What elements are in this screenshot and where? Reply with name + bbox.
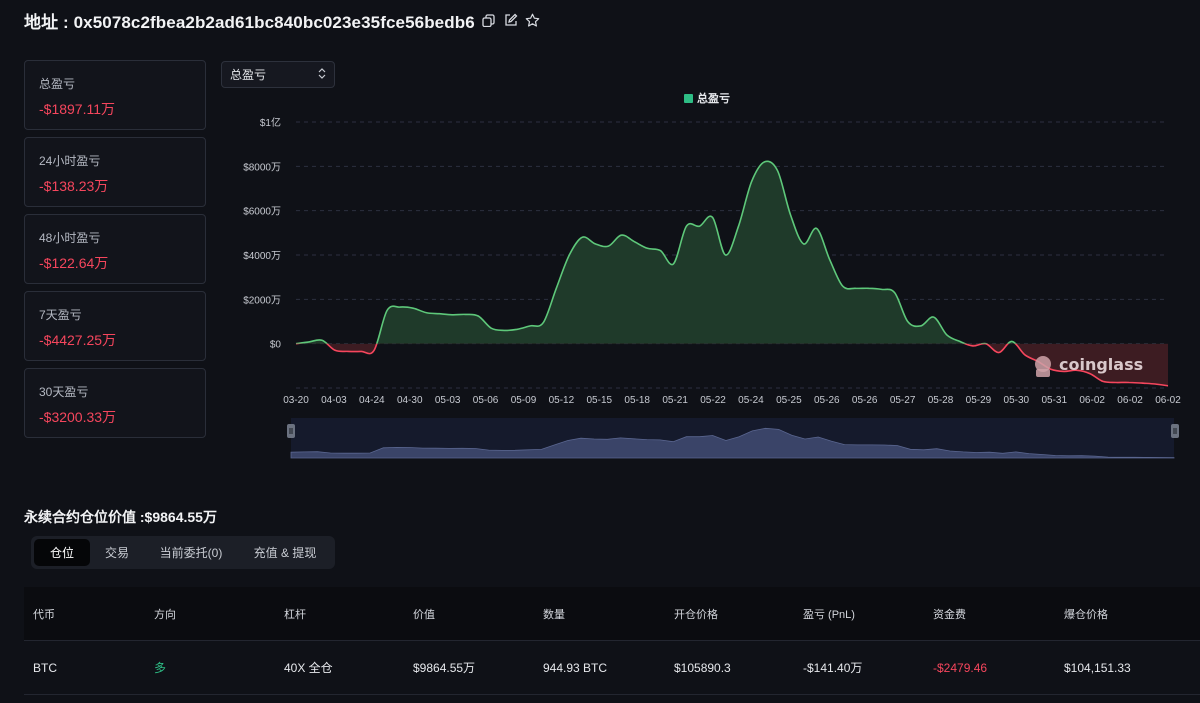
legend-swatch xyxy=(684,94,693,103)
y-tick-label: $8000万 xyxy=(243,162,281,173)
navigator-left-handle[interactable] xyxy=(287,424,295,438)
x-tick-label: 06-02 xyxy=(1079,395,1105,406)
chart-x-axis: 03-20 04-03 04-24 04-30 05-03 05-06 05-09 05-12… xyxy=(283,395,1181,406)
chart-legend: 总盈亏 xyxy=(684,91,730,105)
coinglass-watermark: coinglass xyxy=(1035,355,1143,377)
header-entry-price: 开仓价格 xyxy=(674,608,718,621)
header-value: 价值 xyxy=(413,608,435,621)
stat-value: -$1897.11万 xyxy=(39,101,116,117)
cell-pnl: -$141.40万 xyxy=(803,661,863,675)
chart-range-navigator[interactable] xyxy=(287,418,1179,459)
cell-liq-price: $104,151.33 xyxy=(1064,660,1131,675)
y-tick-label: $0 xyxy=(270,340,282,351)
position-tabs: 仓位 交易 当前委托(0) 充值 & 提现 xyxy=(31,536,335,569)
x-tick-label: 05-27 xyxy=(890,395,916,406)
x-tick-label: 05-29 xyxy=(966,395,992,406)
stat-card-30d: 30天盈亏 -$3200.33万 xyxy=(24,368,206,438)
stat-label: 总盈亏 xyxy=(39,77,76,91)
x-tick-label: 05-18 xyxy=(624,395,650,406)
stat-label: 30天盈亏 xyxy=(39,385,89,399)
stat-label: 7天盈亏 xyxy=(39,308,82,322)
header-quantity: 数量 xyxy=(543,608,565,621)
tab-deposit-withdraw[interactable]: 充值 & 提现 xyxy=(253,546,317,560)
header-liq-price: 爆仓价格 xyxy=(1064,608,1108,621)
x-tick-label: 05-09 xyxy=(511,395,537,406)
x-tick-label: 06-02 xyxy=(1155,395,1181,406)
x-tick-label: 05-25 xyxy=(776,395,802,406)
cell-token: BTC xyxy=(33,660,57,675)
x-tick-label: 05-28 xyxy=(928,395,954,406)
header-direction: 方向 xyxy=(154,608,176,621)
coinglass-logo-icon xyxy=(1035,356,1051,377)
navigator-right-handle[interactable] xyxy=(1171,424,1179,438)
address-header: 地址 : 0x5078c2fbea2b2ad61bc840bc023e35fce… xyxy=(24,8,541,32)
x-tick-label: 06-02 xyxy=(1117,395,1143,406)
x-tick-label: 05-26 xyxy=(852,395,878,406)
star-icon[interactable] xyxy=(525,12,541,28)
x-tick-label: 05-31 xyxy=(1041,395,1067,406)
address-title: 地址 : 0x5078c2fbea2b2ad61bc840bc023e35fce… xyxy=(24,12,475,32)
x-tick-label: 05-06 xyxy=(473,395,499,406)
x-tick-label: 05-24 xyxy=(738,395,764,406)
chart-y-axis: $1亿 $8000万 $6000万 $4000万 $2000万 $0 xyxy=(243,116,281,351)
series-line-negative xyxy=(295,343,1169,387)
stat-value: -$122.64万 xyxy=(39,255,109,271)
position-value-title: 永续合约仓位价值 :$9864.55万 xyxy=(24,509,217,525)
stat-label: 24小时盈亏 xyxy=(39,154,101,168)
series-line-positive xyxy=(295,160,1017,344)
x-tick-label: 04-24 xyxy=(359,395,385,406)
tab-open-orders[interactable]: 当前委托(0) xyxy=(159,546,223,560)
header-leverage: 杠杆 xyxy=(284,608,306,621)
edit-icon[interactable] xyxy=(503,12,519,28)
header-funding: 资金费 xyxy=(933,608,966,621)
header-pnl: 盈亏 (PnL) xyxy=(803,608,855,621)
chevron-updown-icon xyxy=(318,67,326,82)
stat-card-24h: 24小时盈亏 -$138.23万 xyxy=(24,137,206,207)
legend-label: 总盈亏 xyxy=(697,91,730,105)
cell-leverage: 40X 全仓 xyxy=(284,661,333,675)
tab-positions[interactable]: 仓位 xyxy=(34,539,90,566)
cell-quantity: 944.93 BTC xyxy=(543,660,608,675)
y-tick-label: $2000万 xyxy=(243,295,281,306)
table-row[interactable]: BTC 多 40X 全仓 $9864.55万 944.93 BTC $10589… xyxy=(24,641,1200,695)
x-tick-label: 05-26 xyxy=(814,395,840,406)
tab-trades[interactable]: 交易 xyxy=(104,546,129,560)
header-token: 代币 xyxy=(33,608,55,621)
y-tick-label: $4000万 xyxy=(243,251,281,262)
y-tick-label: $1亿 xyxy=(260,116,281,129)
copy-icon[interactable] xyxy=(481,12,497,28)
x-tick-label: 05-15 xyxy=(587,395,613,406)
stat-value: -$3200.33万 xyxy=(39,409,117,425)
stat-card-7d: 7天盈亏 -$4427.25万 xyxy=(24,291,206,361)
x-tick-label: 05-03 xyxy=(435,395,461,406)
series-area-negative xyxy=(296,343,1168,386)
metric-select-value: 总盈亏 xyxy=(230,68,267,82)
navigator-area xyxy=(290,427,1175,459)
cell-direction: 多 xyxy=(154,661,167,675)
cell-entry-price: $105890.3 xyxy=(674,660,731,675)
metric-select[interactable]: 总盈亏 xyxy=(221,61,335,88)
cell-funding: -$2479.46 xyxy=(933,660,988,675)
y-tick-label: $6000万 xyxy=(243,207,281,218)
cell-value: $9864.55万 xyxy=(413,661,476,675)
table-header: 代币 方向 杠杆 价值 数量 开仓价格 盈亏 (PnL) 资金费 爆仓价格 xyxy=(24,587,1200,641)
x-tick-label: 05-21 xyxy=(662,395,688,406)
stat-value: -$138.23万 xyxy=(39,178,109,194)
stat-value: -$4427.25万 xyxy=(39,332,117,348)
stat-card-48h: 48小时盈亏 -$122.64万 xyxy=(24,214,206,284)
x-tick-label: 05-30 xyxy=(1004,395,1030,406)
series-area-positive xyxy=(296,161,1016,344)
pnl-chart: $1亿 $8000万 $6000万 $4000万 $2000万 $0 03-20 04-03… xyxy=(243,91,1181,459)
positions-table: 代币 方向 杠杆 价值 数量 开仓价格 盈亏 (PnL) 资金费 爆仓价格 BT… xyxy=(24,587,1200,695)
x-tick-label: 04-03 xyxy=(321,395,347,406)
stat-label: 48小时盈亏 xyxy=(39,231,101,245)
x-tick-label: 05-12 xyxy=(549,395,575,406)
stat-card-total: 总盈亏 -$1897.11万 xyxy=(24,60,206,130)
watermark-text: coinglass xyxy=(1059,355,1143,374)
x-tick-label: 03-20 xyxy=(283,395,309,406)
x-tick-label: 05-22 xyxy=(700,395,726,406)
x-tick-label: 04-30 xyxy=(397,395,423,406)
pnl-stats-panel: 总盈亏 -$1897.11万 24小时盈亏 -$138.23万 48小时盈亏 -… xyxy=(24,60,206,445)
